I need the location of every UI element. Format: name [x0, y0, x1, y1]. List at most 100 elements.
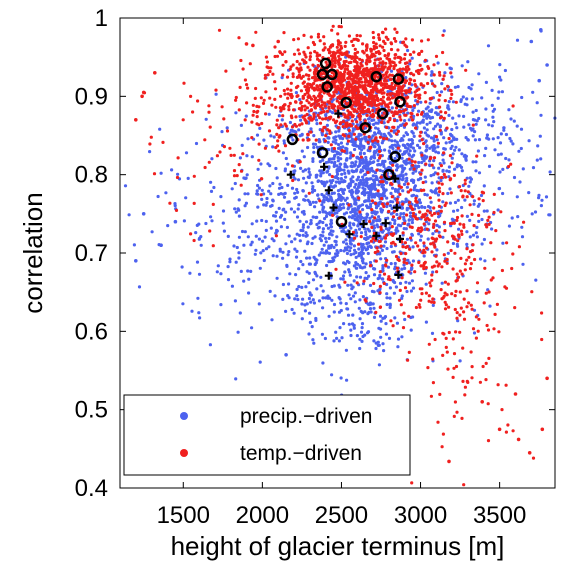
scatter-point — [420, 205, 424, 209]
scatter-point — [429, 242, 433, 246]
scatter-point — [374, 341, 378, 345]
scatter-point — [336, 189, 341, 193]
scatter-point — [442, 151, 446, 155]
scatter-point — [406, 358, 410, 362]
scatter-point — [458, 359, 462, 363]
scatter-point — [474, 231, 478, 235]
scatter-point — [351, 129, 355, 133]
scatter-point — [419, 100, 423, 104]
scatter-point — [442, 253, 446, 257]
scatter-point — [389, 84, 393, 88]
scatter-point — [420, 153, 424, 157]
scatter-point — [324, 214, 329, 218]
scatter-point — [414, 93, 418, 97]
scatter-point — [234, 210, 238, 214]
scatter-point — [303, 309, 307, 313]
scatter-point — [409, 289, 413, 293]
scatter-point — [300, 210, 304, 214]
scatter-point — [361, 261, 365, 265]
scatter-point — [360, 250, 364, 254]
scatter-point — [337, 181, 342, 185]
scatter-point — [209, 189, 214, 193]
scatter-point — [365, 44, 369, 49]
scatter-point — [389, 262, 393, 266]
scatter-point — [426, 209, 430, 213]
scatter-point — [416, 244, 420, 248]
scatter-point — [307, 296, 311, 301]
scatter-point — [410, 220, 414, 225]
scatter-point — [424, 156, 428, 160]
scatter-point — [447, 136, 451, 141]
scatter-point — [207, 160, 211, 164]
scatter-point — [336, 42, 341, 47]
scatter-point — [475, 119, 479, 123]
scatter-point — [244, 201, 248, 205]
scatter-point — [423, 58, 428, 62]
scatter-point — [372, 118, 376, 122]
scatter-point — [245, 154, 249, 158]
scatter-point — [311, 200, 315, 204]
scatter-point — [320, 128, 324, 132]
scatter-point — [367, 194, 371, 198]
scatter-point — [280, 76, 284, 80]
scatter-point — [312, 255, 316, 259]
scatter-point — [486, 288, 490, 292]
scatter-point — [235, 245, 239, 250]
scatter-point — [284, 210, 288, 214]
scatter-point — [441, 200, 445, 204]
scatter-point — [339, 308, 343, 313]
scatter-point — [465, 195, 469, 199]
scatter-point — [312, 42, 317, 47]
scatter-point — [391, 163, 395, 167]
scatter-point — [354, 182, 358, 186]
scatter-point — [434, 191, 438, 195]
scatter-point — [385, 56, 389, 60]
scatter-point — [337, 86, 341, 90]
scatter-point — [427, 299, 431, 303]
scatter-point — [337, 63, 341, 67]
scatter-point — [268, 184, 272, 188]
scatter-point — [302, 60, 306, 64]
scatter-point — [320, 100, 324, 104]
scatter-point — [347, 91, 351, 95]
scatter-point — [389, 47, 394, 52]
scatter-point — [412, 114, 416, 118]
scatter-point — [471, 160, 475, 164]
scatter-point — [297, 73, 301, 77]
scatter-point — [359, 231, 364, 235]
scatter-point — [340, 195, 344, 199]
scatter-point — [462, 297, 466, 301]
scatter-point — [447, 113, 451, 117]
scatter-point — [393, 316, 397, 320]
scatter-point — [258, 360, 262, 364]
scatter-point — [296, 178, 301, 182]
scatter-point — [462, 225, 466, 229]
scatter-point — [370, 208, 374, 212]
scatter-point — [430, 300, 434, 304]
scatter-point — [519, 146, 523, 151]
scatter-point — [259, 251, 263, 255]
scatter-point — [433, 337, 437, 342]
scatter-point — [395, 197, 399, 201]
scatter-point — [449, 248, 453, 253]
scatter-point — [407, 152, 411, 156]
scatter-point — [460, 205, 464, 210]
scatter-point — [325, 211, 329, 215]
scatter-point — [307, 170, 311, 174]
scatter-point — [458, 313, 462, 317]
scatter-point — [384, 35, 388, 39]
scatter-point — [341, 52, 345, 57]
scatter-point — [406, 182, 410, 186]
scatter-point — [217, 28, 222, 32]
scatter-point — [360, 137, 364, 141]
scatter-point — [487, 123, 491, 127]
scatter-point — [386, 265, 391, 269]
scatter-point — [376, 127, 380, 131]
scatter-point — [419, 298, 423, 302]
scatter-point — [331, 94, 335, 99]
scatter-point — [319, 180, 324, 184]
scatter-point — [426, 366, 430, 370]
scatter-point — [349, 179, 353, 183]
scatter-point — [447, 459, 451, 464]
scatter-point — [226, 265, 230, 269]
